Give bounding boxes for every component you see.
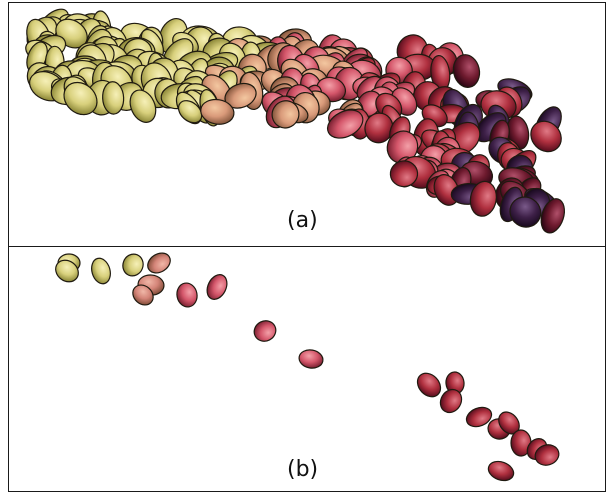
blood-cell bbox=[253, 320, 277, 342]
blood-cell bbox=[540, 198, 566, 234]
blood-cell bbox=[132, 284, 154, 306]
blood-cell bbox=[487, 460, 515, 482]
blood-cell bbox=[102, 81, 125, 115]
blood-cell bbox=[469, 180, 497, 217]
blood-cell bbox=[206, 274, 228, 300]
panel-b: (b) bbox=[9, 247, 605, 491]
cell-group bbox=[25, 8, 566, 234]
blood-cell bbox=[122, 253, 144, 277]
blood-cell bbox=[177, 100, 203, 124]
blood-cell bbox=[129, 89, 157, 123]
blood-cell bbox=[327, 109, 364, 139]
panel-divider bbox=[9, 246, 605, 247]
blood-cell bbox=[147, 252, 171, 274]
panel-a-caption: (a) bbox=[287, 208, 318, 233]
cell-cluster-dense bbox=[25, 8, 566, 234]
blood-cell bbox=[416, 372, 442, 398]
panel-a: (a) bbox=[9, 3, 605, 246]
blood-cell bbox=[452, 54, 481, 88]
blood-cell bbox=[534, 444, 560, 466]
cell-group bbox=[55, 252, 560, 482]
blood-cell bbox=[386, 130, 419, 164]
blood-cell bbox=[55, 259, 79, 283]
blood-cell bbox=[509, 196, 542, 228]
blood-cell bbox=[91, 257, 111, 285]
blood-cell bbox=[200, 98, 235, 125]
blood-cell bbox=[389, 160, 419, 188]
blood-cell bbox=[298, 349, 324, 369]
blood-cell bbox=[439, 388, 463, 414]
blood-cell bbox=[271, 100, 300, 129]
blood-cell bbox=[530, 120, 562, 153]
panel-b-caption: (b) bbox=[287, 457, 319, 482]
blood-cell bbox=[465, 406, 493, 428]
figure-frame: (a) (b) bbox=[8, 2, 606, 492]
blood-cell bbox=[63, 81, 98, 116]
blood-cell bbox=[176, 282, 198, 308]
cell-cluster-sparse bbox=[55, 252, 560, 482]
